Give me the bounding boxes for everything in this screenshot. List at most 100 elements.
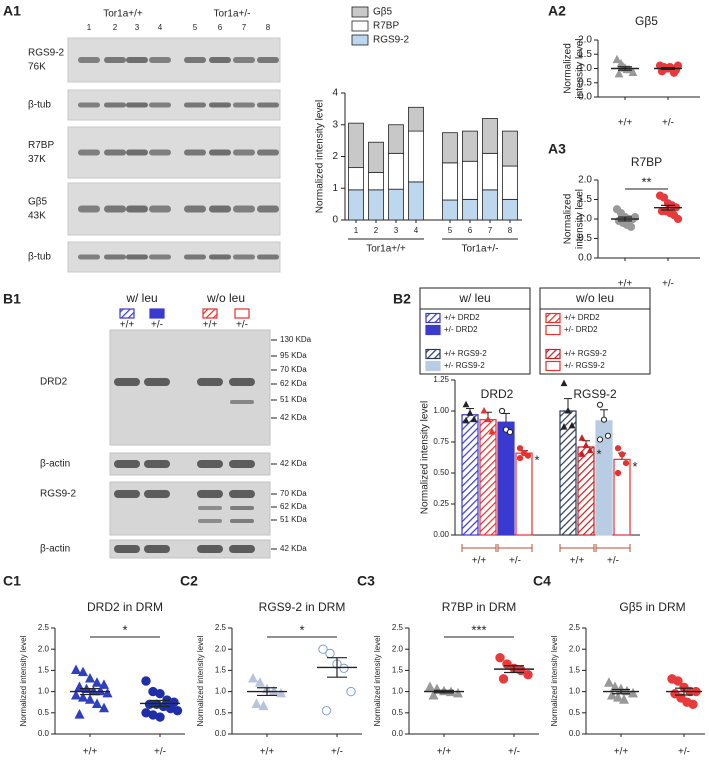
blot-band	[184, 205, 206, 213]
blot-band	[114, 378, 140, 386]
data-point	[254, 677, 266, 687]
data-point	[498, 407, 506, 415]
x-tick-label: +/-	[154, 747, 166, 758]
blot-band	[229, 545, 255, 553]
blot-band	[197, 378, 223, 386]
marker-label: 95 KDa	[280, 351, 307, 360]
data-point	[102, 687, 113, 698]
y-tick-label: 1.0	[569, 687, 581, 696]
marker-label: 70 KDa	[280, 365, 307, 374]
blot-band	[126, 205, 148, 213]
data-point	[606, 689, 618, 700]
bar	[577, 446, 595, 536]
y-tick-label: 1.0	[578, 63, 592, 74]
x-tick-label: +/+	[83, 747, 98, 758]
legend-box	[539, 287, 651, 375]
y-axis-label: Normalized	[563, 194, 574, 245]
legend-label: +/- DRD2	[444, 325, 478, 334]
data-point	[470, 415, 478, 423]
data-point	[462, 400, 470, 408]
y-tick-label: 0.5	[569, 708, 581, 717]
y-axis-label: Normalized	[563, 43, 574, 94]
blot-band	[230, 519, 254, 523]
marker-label: 42 KDa	[280, 413, 307, 422]
y-axis-label: Normalized intensity level	[420, 401, 431, 514]
panel-label: C2	[180, 573, 198, 589]
row-label: 76K	[28, 62, 46, 73]
lane-icon	[202, 308, 218, 319]
panel-label: C4	[533, 573, 551, 589]
y-tick-label: 0.75	[433, 437, 449, 446]
data-point	[516, 445, 524, 452]
data-point	[318, 644, 328, 654]
data-point	[673, 676, 683, 686]
y-tick-label: 1.0	[215, 687, 227, 696]
data-point	[95, 685, 106, 696]
x-tick-label: +/+	[618, 279, 633, 290]
x-tick-label: 4	[414, 226, 419, 235]
x-tick-label: +/-	[678, 747, 690, 758]
blot-band	[78, 205, 100, 213]
data-point	[484, 415, 492, 423]
x-tick-label: 6	[468, 226, 473, 235]
row-label: DRD2	[40, 377, 68, 388]
blot-band	[78, 149, 100, 156]
blot-band	[126, 102, 148, 108]
chart-title: RGS9-2 in DRM	[259, 600, 346, 614]
y-tick-label: 1.5	[38, 666, 50, 675]
chart-title: Gβ5	[635, 14, 658, 28]
blot-band	[114, 545, 140, 553]
significance: *	[596, 446, 601, 461]
y-tick-label: 3	[332, 119, 338, 130]
x-tick-label: +/-	[662, 118, 674, 129]
error-bar	[80, 688, 100, 696]
legend-label: +/+ RGS9-2	[564, 349, 607, 358]
condition-label: w/ leu	[125, 291, 157, 305]
bar-segment	[442, 199, 458, 221]
y-axis-label: Normalized intensity level	[373, 635, 382, 726]
data-point	[560, 423, 568, 430]
bar-segment	[482, 118, 498, 154]
y-tick-label: 0.5	[392, 708, 404, 717]
y-tick-label: 1.25	[433, 375, 449, 384]
y-tick-label: 4	[332, 88, 338, 99]
error-bar	[618, 216, 632, 222]
y-tick-label: 0.5	[578, 77, 592, 88]
data-point	[172, 705, 183, 716]
lane-label: +/-	[236, 320, 248, 331]
legend-swatch	[425, 312, 441, 324]
data-point	[524, 452, 532, 459]
error-bar	[327, 657, 347, 678]
blot-band	[149, 149, 171, 156]
row-label: R7BP	[28, 140, 54, 151]
data-point	[596, 401, 604, 408]
bar-segment	[348, 167, 364, 191]
lane-label: 1	[87, 23, 92, 32]
data-point	[578, 434, 586, 441]
y-tick-label: 0	[332, 215, 338, 226]
data-point	[70, 664, 82, 675]
data-point	[339, 663, 349, 673]
y-tick-label: 0.0	[392, 729, 404, 738]
data-point	[612, 54, 622, 64]
blot-band	[257, 102, 279, 108]
blot-band	[198, 506, 222, 510]
data-point	[155, 689, 165, 699]
blot-band	[233, 254, 255, 260]
y-tick-label: 2.5	[569, 623, 581, 632]
row-label: β-tub	[28, 252, 51, 263]
x-tick-label: 5	[448, 226, 453, 235]
data-point	[506, 428, 514, 436]
data-point	[488, 428, 496, 435]
y-tick-label: 0.50	[433, 468, 449, 477]
data-point	[98, 679, 110, 689]
blot-band	[149, 205, 171, 213]
significance: ***	[471, 622, 486, 637]
data-point	[669, 68, 679, 77]
x-tick-label: +/-	[331, 747, 343, 758]
legend-swatch	[351, 20, 369, 32]
x-tick-label: 3	[394, 226, 399, 235]
error-bar	[257, 687, 277, 697]
blot-band	[229, 490, 255, 498]
data-point	[659, 193, 669, 202]
